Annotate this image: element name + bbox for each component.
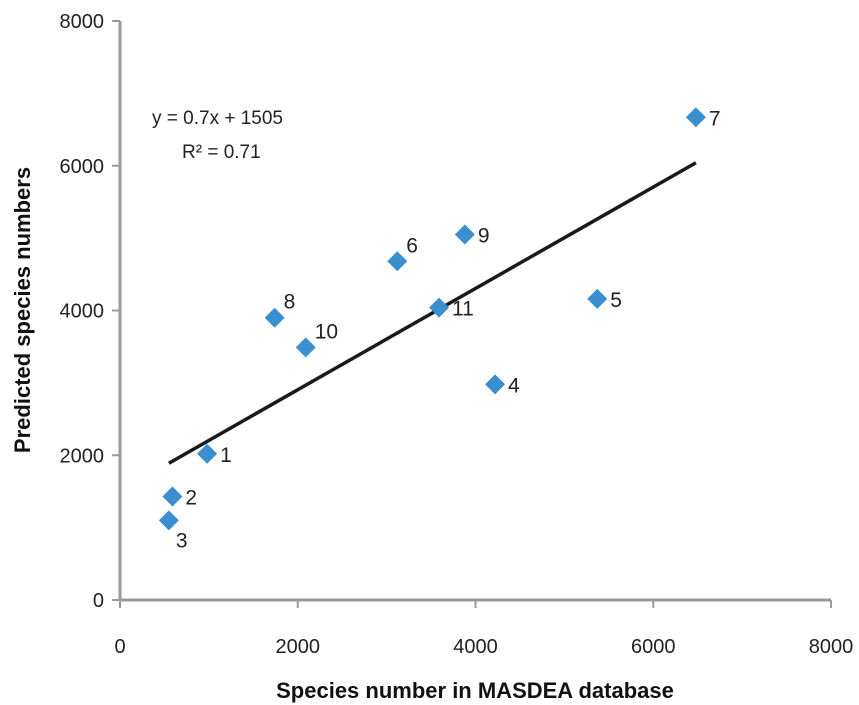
x-tick-label: 2000 [276, 636, 321, 658]
data-point-3 [158, 510, 179, 531]
point-label-7: 7 [709, 107, 721, 130]
point-label-2: 2 [185, 487, 197, 510]
data-point-6 [387, 251, 408, 272]
point-label-9: 9 [478, 225, 490, 248]
x-tick-label: 6000 [631, 636, 676, 658]
y-tick-label: 6000 [60, 156, 105, 178]
point-label-3: 3 [176, 529, 188, 552]
point-label-6: 6 [406, 234, 418, 257]
point-label-11: 11 [452, 298, 474, 321]
x-ticks: 0 2000 4000 6000 8000 [114, 600, 853, 658]
data-point-5 [587, 288, 608, 309]
x-tick-label: 8000 [809, 636, 854, 658]
data-point-9 [454, 224, 475, 245]
point-label-4: 4 [508, 374, 520, 397]
trendline-equation: y = 0.7x + 1505 [152, 108, 283, 129]
y-tick-label: 4000 [60, 301, 105, 323]
point-label-8: 8 [284, 291, 296, 314]
data-point-11 [429, 297, 450, 318]
y-axis-title: Predicted species numbers [10, 167, 35, 453]
y-tick-label: 2000 [60, 445, 105, 467]
point-label-5: 5 [610, 289, 622, 312]
point-label-1: 1 [220, 444, 232, 467]
x-axis: 0 2000 4000 6000 8000 [114, 598, 853, 658]
data-point-2 [162, 486, 183, 507]
y-axis: 0 2000 4000 6000 8000 [60, 11, 122, 612]
data-points: 12 3 4 5 6 7 8 9 10 11 [158, 107, 721, 552]
data-point-7 [685, 107, 706, 128]
trendline [168, 161, 697, 465]
x-tick-label: 4000 [453, 636, 498, 658]
data-point-8 [264, 307, 285, 328]
point-label-10: 10 [315, 320, 338, 343]
y-tick-label: 0 [93, 590, 104, 612]
data-point-4 [485, 374, 506, 395]
data-point-1 [197, 443, 218, 464]
y-tick-label: 8000 [60, 11, 105, 33]
y-ticks: 0 2000 4000 6000 8000 [60, 11, 120, 612]
data-point-10 [295, 337, 316, 358]
x-tick-label: 0 [114, 636, 125, 658]
x-axis-title: Species number in MASDEA database [276, 678, 674, 703]
r-squared-label: R² = 0.71 [182, 142, 261, 163]
